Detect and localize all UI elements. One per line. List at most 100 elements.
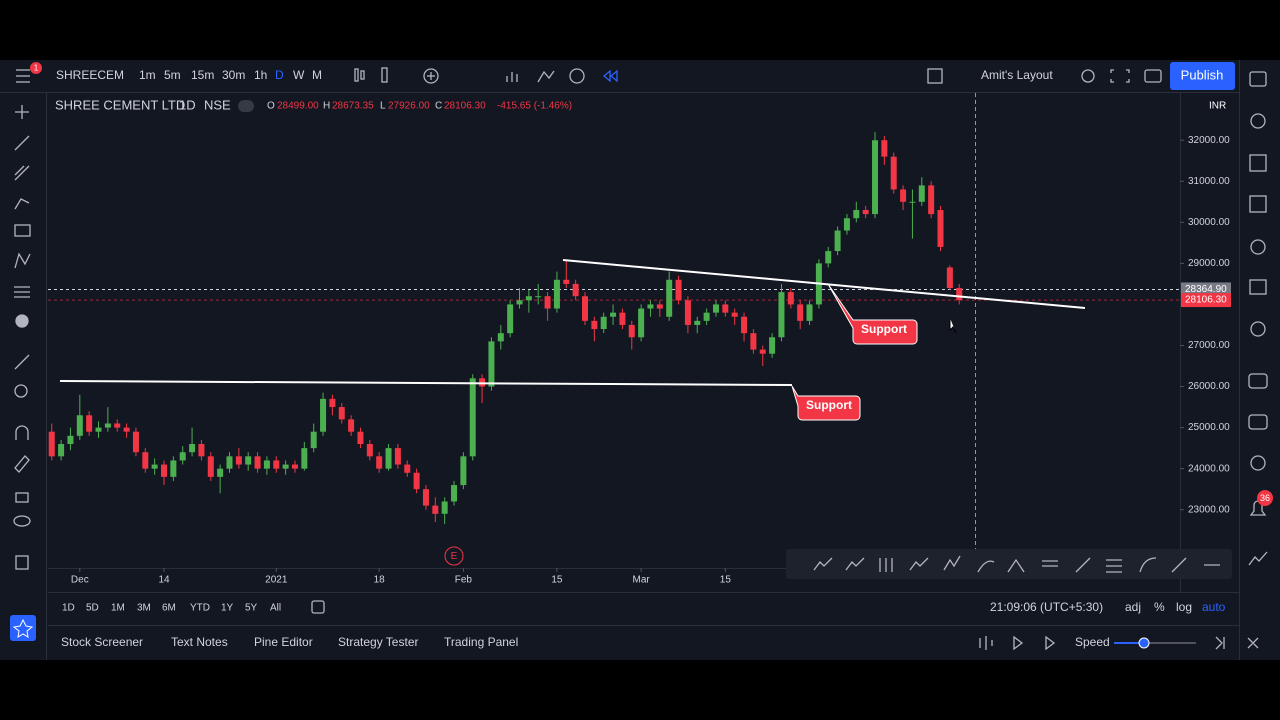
candle-body [441, 501, 448, 514]
favorites-button[interactable] [10, 615, 36, 641]
menu-icon[interactable] [16, 69, 30, 83]
clock: 21:09:06 (UTC+5:30) [990, 600, 1103, 614]
sidebar-icons[interactable] [1248, 71, 1268, 566]
range-button[interactable]: 5Y [245, 603, 258, 614]
price-label-bg [1181, 293, 1231, 308]
currency: INR [1209, 101, 1226, 112]
candle-body [497, 333, 504, 342]
star-icon [12, 618, 34, 638]
candle-body [638, 308, 645, 338]
scale-option[interactable]: auto [1202, 600, 1226, 614]
scale-option[interactable]: % [1154, 600, 1165, 614]
candle-body [843, 218, 850, 231]
drawing-toolbar-icons[interactable] [813, 555, 1220, 573]
candle-body [394, 448, 401, 465]
panel-tab[interactable]: Text Notes [171, 635, 228, 649]
candle-body [320, 398, 327, 432]
callout[interactable] [791, 385, 861, 421]
ohlc-label: O [267, 101, 275, 112]
candle-body [179, 452, 186, 461]
interval-button[interactable]: 1h [254, 68, 267, 82]
date-range-icon[interactable] [311, 600, 325, 614]
price-label-bg [1181, 282, 1231, 297]
candle-body [329, 398, 336, 408]
price-label: 28364.90 [1185, 284, 1227, 295]
candle-body [694, 320, 701, 325]
trend-line[interactable] [59, 380, 793, 386]
drawing-tools[interactable] [13, 105, 31, 570]
range-button[interactable]: 1M [111, 603, 125, 614]
candle-body [600, 316, 607, 330]
range-button[interactable]: 1D [62, 603, 75, 614]
candle-body [488, 341, 495, 387]
candle-body [525, 296, 532, 301]
interval-button[interactable]: 30m [222, 68, 245, 82]
drawing-toolbar [786, 549, 1232, 579]
trend-line[interactable] [562, 259, 1086, 309]
badge [30, 62, 42, 74]
interval-button[interactable]: W [293, 68, 305, 82]
candle-body [469, 378, 476, 457]
publish-label[interactable]: Publish [1181, 67, 1224, 82]
range-button[interactable]: 5D [86, 603, 99, 614]
y-tick-label: 27000.00 [1188, 340, 1230, 351]
ohlc-label: L [380, 101, 386, 112]
candle-body [170, 460, 177, 477]
range-button[interactable]: 1Y [221, 603, 234, 614]
replay-icons[interactable] [979, 635, 1259, 651]
symbol[interactable]: SHREECEM [56, 68, 124, 82]
y-tick-label: 26000.00 [1188, 381, 1230, 392]
range-button[interactable]: 3M [137, 603, 151, 614]
candle-body [282, 464, 289, 469]
candle-body [722, 304, 729, 313]
candle-body [58, 444, 65, 457]
ohlc-value: 28673.35 [332, 101, 374, 112]
interval-button[interactable]: 1m [139, 68, 156, 82]
candle-body [451, 485, 458, 502]
range-button[interactable]: All [270, 603, 281, 614]
candle-body [731, 312, 738, 317]
event-circle[interactable] [444, 546, 464, 566]
alerts-count: 36 [1260, 493, 1270, 503]
candle-body [956, 288, 963, 301]
candle-body [291, 464, 298, 469]
panel-tab[interactable]: Trading Panel [444, 635, 518, 649]
scale-option[interactable]: adj [1125, 600, 1141, 614]
interval-button[interactable]: 5m [164, 68, 181, 82]
top-toolbar [0, 60, 1280, 92]
legend-toggle[interactable] [238, 100, 254, 112]
candle-body [104, 423, 111, 428]
callout-text: Support [806, 398, 852, 412]
callout[interactable] [827, 283, 918, 345]
range-button[interactable]: 6M [162, 603, 176, 614]
candle-body [553, 279, 560, 309]
interval-button[interactable]: 15m [191, 68, 214, 82]
candle-body [797, 304, 804, 321]
candle-body [918, 185, 925, 202]
candle-body [834, 230, 841, 252]
layout-name[interactable]: Amit's Layout [981, 68, 1053, 82]
panel-tab[interactable]: Strategy Tester [338, 635, 418, 649]
layout-icon[interactable] [927, 68, 943, 84]
candle-body [310, 431, 317, 449]
panel-tab[interactable]: Pine Editor [254, 635, 313, 649]
candle-body [572, 283, 579, 297]
candle-body [666, 279, 673, 317]
candle-body [581, 296, 588, 321]
candle-body [207, 456, 214, 477]
candle-body [376, 456, 383, 469]
interval-button[interactable]: D [275, 68, 284, 82]
candle-body [95, 427, 102, 432]
interval-button[interactable]: M [312, 68, 322, 82]
speed-handle[interactable] [1138, 637, 1150, 649]
publish-button[interactable] [1170, 62, 1235, 90]
candle-body [151, 464, 158, 469]
candle-body [937, 210, 944, 247]
candle-body [619, 312, 626, 325]
range-button[interactable]: YTD [190, 603, 210, 614]
badge [1257, 490, 1273, 506]
panel-tab[interactable]: Stock Screener [61, 635, 143, 649]
scale-option[interactable]: log [1176, 600, 1192, 614]
settings-icons [1081, 69, 1162, 83]
